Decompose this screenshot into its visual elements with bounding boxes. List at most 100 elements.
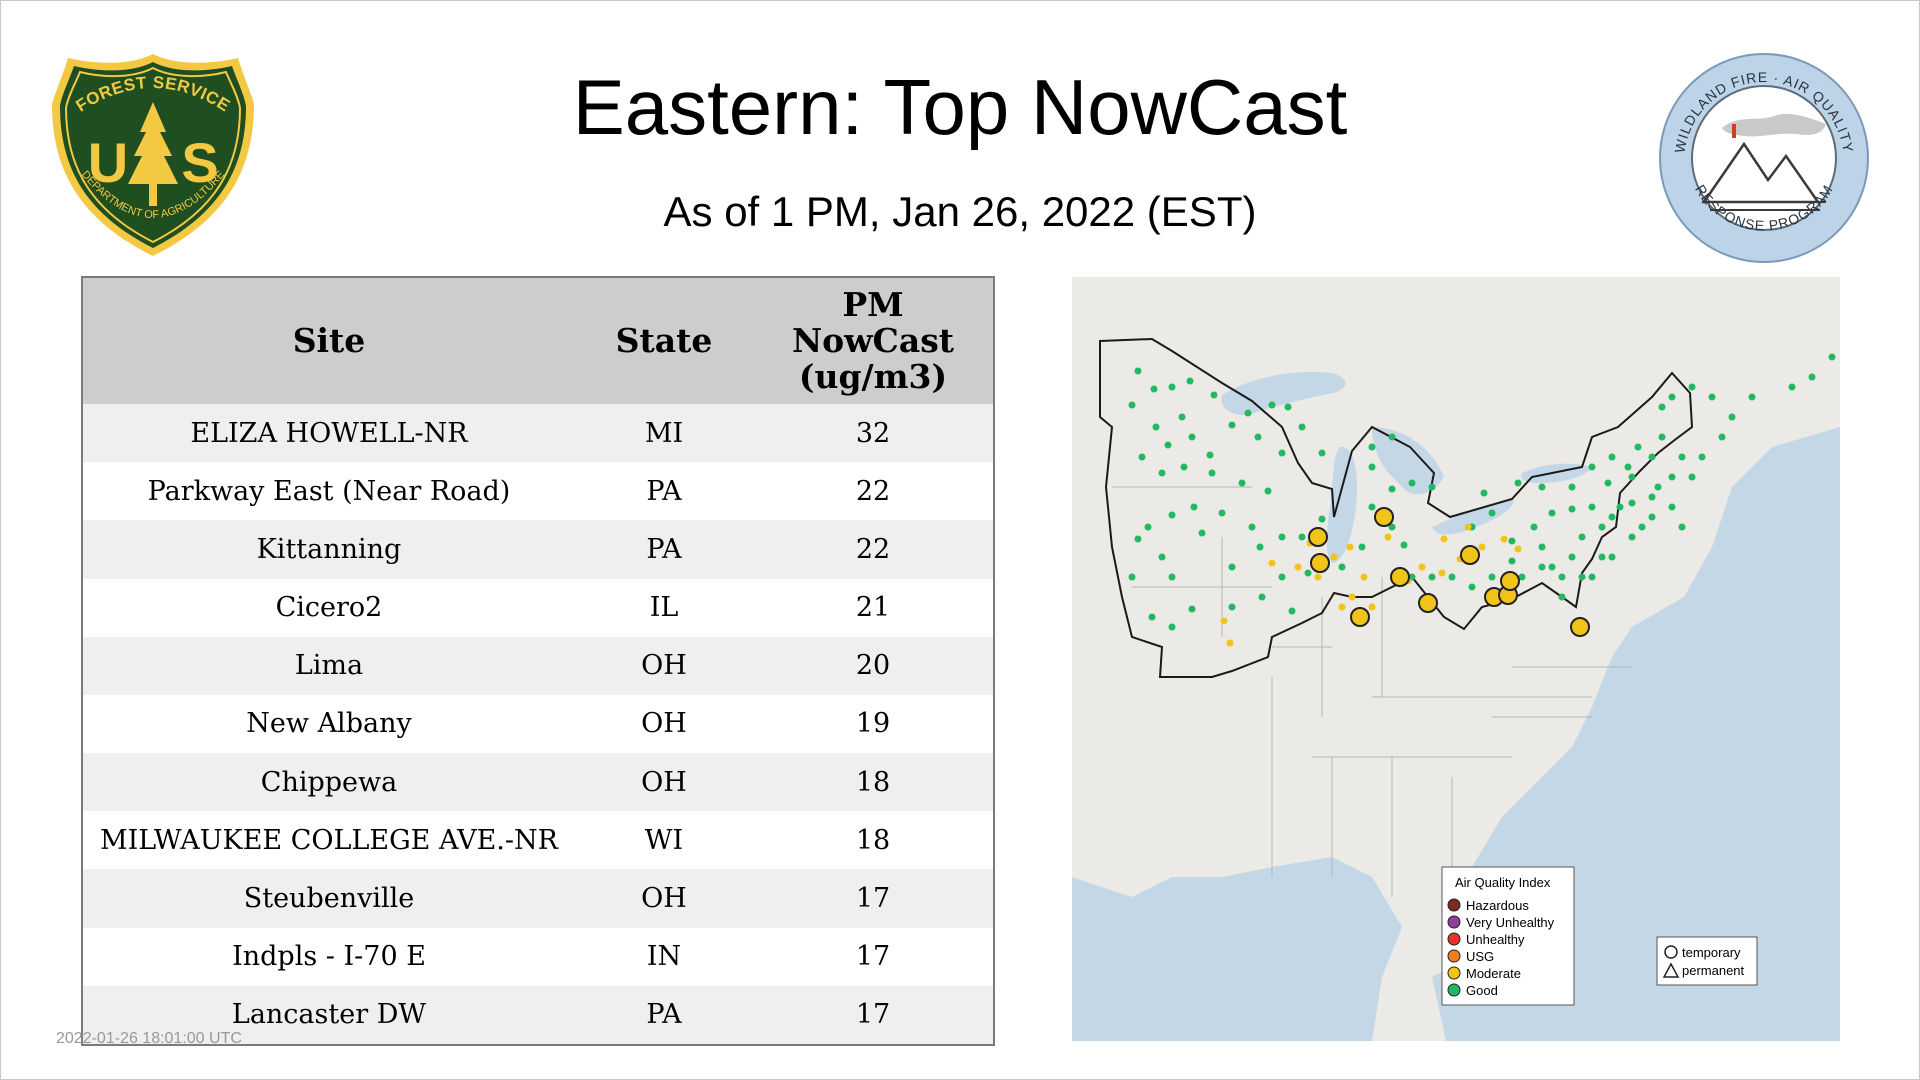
cell-value: 17 [753, 869, 993, 928]
top-site-marker [1374, 507, 1394, 527]
monitor-dot-good [1588, 573, 1596, 581]
cell-state: OH [575, 753, 753, 812]
svg-text:U: U [88, 131, 128, 194]
land-area [1072, 277, 1840, 977]
cell-state: MI [575, 404, 753, 463]
monitor-dot-good [1298, 533, 1306, 541]
monitor-dot-good [1408, 479, 1416, 487]
monitor-dot-good [1568, 483, 1576, 491]
monitor-dot-good [1624, 463, 1632, 471]
monitor-dot-good [1188, 605, 1196, 613]
top-site-marker [1418, 593, 1438, 613]
monitor-dot-good [1428, 483, 1436, 491]
cell-value: 19 [753, 694, 993, 754]
monitor-dot-good [1304, 569, 1312, 577]
monitor-dot-good [1608, 553, 1616, 561]
lake-erie [1432, 499, 1514, 535]
cell-site: Cicero2 [83, 578, 575, 637]
monitor-dot-good [1128, 573, 1136, 581]
monitor-dot-good [1568, 505, 1576, 513]
legend-swatch-usg [1447, 949, 1461, 963]
monitor-dot-good [1828, 353, 1836, 361]
cell-site: Chippewa [83, 753, 575, 812]
monitor-dot-moderate [1360, 573, 1368, 581]
cell-value: 32 [753, 404, 993, 463]
lake-michigan [1326, 446, 1358, 563]
monitor-dot-good [1148, 613, 1156, 621]
cell-state: PA [575, 520, 753, 579]
monitor-dot-good [1538, 563, 1546, 571]
monitor-dot-good [1180, 463, 1188, 471]
monitor-dot-good [1628, 499, 1636, 507]
aqi-map: Air Quality Index Hazardous Very Unhealt… [1072, 277, 1840, 1041]
monitor-dot-good [1168, 573, 1176, 581]
monitor-dot-good [1228, 421, 1236, 429]
legend-label-good: Good [1466, 983, 1498, 998]
monitor-dot-good [1658, 433, 1666, 441]
monitor-dot-good [1568, 553, 1576, 561]
cell-site: Parkway East (Near Road) [83, 462, 575, 521]
monitor-dot-good [1238, 479, 1246, 487]
monitor-dot-good [1134, 367, 1142, 375]
monitor-dot-good [1448, 573, 1456, 581]
cell-state: OH [575, 694, 753, 754]
monitor-dot-moderate [1348, 593, 1356, 601]
monitor-type-legend: temporary permanent [1656, 936, 1758, 986]
page-subtitle: As of 1 PM, Jan 26, 2022 (EST) [663, 188, 1257, 235]
monitor-dot-good [1588, 463, 1596, 471]
monitor-dot-good [1634, 443, 1642, 451]
monitor-dot-good [1152, 423, 1160, 431]
permanent-triangle-icon [1662, 962, 1680, 978]
cell-value: 22 [753, 520, 993, 579]
monitor-dot-moderate [1478, 543, 1486, 551]
cell-value: 22 [753, 462, 993, 521]
monitor-dot-moderate [1338, 603, 1346, 611]
monitor-dot-good [1468, 583, 1476, 591]
monitor-dot-good [1678, 523, 1686, 531]
region-boundary [1099, 337, 1694, 678]
monitor-dot-good [1190, 503, 1198, 511]
monitor-dot-good [1138, 453, 1146, 461]
lake-superior [1221, 371, 1346, 416]
monitor-dot-good [1578, 573, 1586, 581]
cell-value: 18 [753, 811, 993, 870]
table-row: Cicero2 IL 21 [83, 578, 993, 637]
top-site-marker [1310, 553, 1330, 573]
monitor-dot-good [1548, 563, 1556, 571]
monitor-dot-good [1508, 557, 1516, 565]
monitor-dot-good [1518, 573, 1526, 581]
monitor-dot-good [1128, 401, 1136, 409]
monitor-dot-good [1598, 553, 1606, 561]
table-row: Kittanning PA 22 [83, 520, 993, 579]
cell-value: 20 [753, 636, 993, 695]
top-site-marker [1350, 607, 1370, 627]
monitor-dot-good [1708, 393, 1716, 401]
monitor-dot-good [1278, 573, 1286, 581]
top-site-marker [1570, 617, 1590, 637]
monitor-dot-good [1688, 473, 1696, 481]
monitor-dot-good [1514, 479, 1522, 487]
table-row: Indpls - I-70 E IN 17 [83, 927, 993, 986]
monitor-dot-good [1278, 533, 1286, 541]
table-row: Parkway East (Near Road) PA 22 [83, 462, 993, 521]
monitor-dot-good [1150, 385, 1158, 393]
top-site-marker [1390, 567, 1410, 587]
table-row: Chippewa OH 18 [83, 753, 993, 812]
monitor-dot-good [1144, 523, 1152, 531]
monitor-dot-good [1718, 433, 1726, 441]
monitor-dot-good [1368, 463, 1376, 471]
monitor-dot-good [1218, 509, 1226, 517]
nowcast-table: Site State PM NowCast (ug/m3) ELIZA HOWE… [81, 276, 995, 1046]
monitor-dot-moderate [1438, 569, 1446, 577]
monitor-dot-moderate [1226, 639, 1234, 647]
monitor-dot-good [1808, 373, 1816, 381]
monitor-dot-good [1210, 391, 1218, 399]
legend-title: Air Quality Index [1455, 875, 1551, 890]
table-row: ELIZA HOWELL-NR MI 32 [83, 404, 993, 463]
cell-state: PA [575, 462, 753, 521]
monitor-dot-good [1278, 449, 1286, 457]
monitor-dot-good [1388, 433, 1396, 441]
monitor-dot-good [1168, 511, 1176, 519]
monitor-dot-moderate [1418, 563, 1426, 571]
monitor-dot-moderate [1368, 603, 1376, 611]
